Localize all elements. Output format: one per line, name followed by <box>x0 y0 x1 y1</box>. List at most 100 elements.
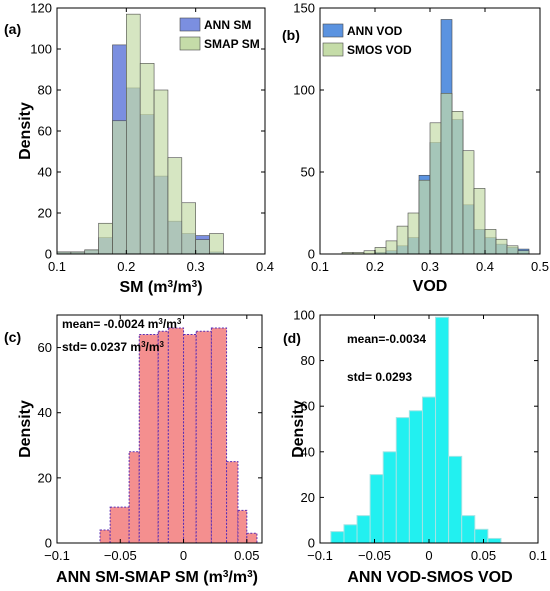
histogram-bar <box>167 157 183 255</box>
histogram-bar <box>209 233 224 255</box>
legend: ANN VOD SMOS VOD <box>322 23 412 57</box>
x-tick-label: 0 <box>425 548 432 563</box>
histogram-bar <box>440 92 453 255</box>
y-tick-label: 0 <box>308 247 315 262</box>
x-tick-label: 0.3 <box>187 259 205 274</box>
y-tick-label: 40 <box>38 405 52 420</box>
legend-swatch <box>179 17 201 32</box>
histogram-bar <box>407 212 420 255</box>
histogram-bar <box>369 474 384 544</box>
histogram-bar <box>484 229 497 255</box>
histogram-bar <box>183 334 197 544</box>
histogram-bar <box>448 455 463 544</box>
legend-swatch <box>322 23 344 38</box>
x-tick-label: 0 <box>180 548 187 563</box>
x-tick-label: 0.1 <box>48 259 66 274</box>
y-tick-label: 60 <box>38 340 52 355</box>
histogram-bar <box>246 532 258 544</box>
histogram-bar <box>195 239 210 255</box>
chart-panel-d: −0.1 −0.05 0 0.05 0.1 0 20 40 60 80 100 (d) Density A… <box>283 308 547 587</box>
y-tick-label: 100 <box>293 83 315 98</box>
histogram-bar <box>181 202 196 255</box>
x-axis-label: VOD <box>413 278 448 295</box>
x-tick-label: 0.05 <box>471 548 496 563</box>
x-tick-label: 0.2 <box>117 259 135 274</box>
histogram-bar <box>84 249 99 255</box>
x-tick-label: −0.05 <box>358 548 391 563</box>
y-tick-label: 0 <box>308 536 315 551</box>
histogram-bar <box>167 327 185 544</box>
histogram-bar <box>99 529 111 544</box>
histogram-bar <box>374 247 387 255</box>
histogram-bar <box>382 451 397 544</box>
histogram-bar <box>210 327 228 544</box>
x-tick-label: −0.05 <box>104 548 137 563</box>
y-axis-label: Density <box>290 400 307 458</box>
histogram-bar <box>138 334 159 544</box>
chart-panel-a: 0.1 0.2 0.3 0.4 0 20 40 60 80 100 120 (a) Density SM … <box>4 1 274 297</box>
histogram-bar <box>157 330 169 544</box>
x-tick-label: 0.1 <box>311 259 329 274</box>
x-tick-label: 0.1 <box>529 548 547 563</box>
y-axis-label: Density <box>17 102 34 160</box>
histogram-bar <box>126 13 141 255</box>
histogram-bar <box>461 515 476 544</box>
histogram-bar <box>343 524 358 544</box>
stat-annotation: std= 0.0237 m3/m3 <box>62 340 165 355</box>
panel-label: (a) <box>4 21 21 37</box>
series-d-1 <box>330 316 502 544</box>
legend-swatch <box>179 36 201 51</box>
histogram-bar <box>385 240 398 255</box>
y-tick-label: 50 <box>301 165 315 180</box>
histogram-bar <box>330 531 345 544</box>
plot-frame <box>56 314 263 544</box>
x-axis-label: ANN VOD-SMOS VOD <box>347 569 512 586</box>
histogram-bar <box>435 316 450 544</box>
panel-label: (d) <box>283 330 301 346</box>
histogram-bar <box>153 89 169 255</box>
y-axis-label: Density <box>17 400 34 458</box>
x-axis-label: SM (m3/m3) <box>119 279 202 297</box>
legend-label: ANN VOD <box>347 24 403 38</box>
histogram-bar <box>128 451 140 544</box>
histogram-bar <box>112 120 127 255</box>
series-b-2 <box>341 92 530 255</box>
legend-label: ANN SM <box>204 18 251 32</box>
panel-label: (c) <box>4 329 21 345</box>
legend-label: SMOS VOD <box>347 43 412 57</box>
x-tick-label: 0.3 <box>421 259 439 274</box>
series-a-2 <box>56 13 224 255</box>
x-tick-label: −0.1 <box>307 548 333 563</box>
histogram-bar <box>451 111 464 255</box>
histogram-bar <box>473 188 486 255</box>
histogram-bar <box>396 225 409 255</box>
histogram-bar <box>429 122 442 255</box>
histogram-bar <box>98 222 113 255</box>
histogram-bar <box>408 410 423 544</box>
x-tick-label: −0.1 <box>44 548 70 563</box>
histogram-bar <box>487 537 502 544</box>
histogram-bar <box>462 150 475 255</box>
x-tick-label: 0.2 <box>366 259 384 274</box>
x-tick-label: 0.4 <box>476 259 494 274</box>
histogram-bar <box>356 515 371 544</box>
y-tick-label: 120 <box>30 1 52 16</box>
y-tick-label: 80 <box>301 353 315 368</box>
y-tick-label: 80 <box>38 83 52 98</box>
y-tick-label: 100 <box>30 42 52 57</box>
histogram-bar <box>418 179 431 255</box>
y-tick-label: 40 <box>301 444 315 459</box>
histogram-bar <box>139 63 155 255</box>
y-tick-label: 20 <box>38 470 52 485</box>
legend: ANN SM SMAP SM <box>179 17 260 51</box>
legend-label: SMAP SM <box>204 37 260 51</box>
stat-annotation: mean=-0.0034 <box>347 332 426 346</box>
y-tick-label: 60 <box>38 124 52 139</box>
x-tick-label: 0.4 <box>256 259 274 274</box>
histogram-bar <box>226 461 239 544</box>
x-tick-label: 0.05 <box>234 548 259 563</box>
legend-swatch <box>322 42 344 57</box>
histogram-bar <box>421 396 437 544</box>
y-tick-label: 20 <box>38 206 52 221</box>
